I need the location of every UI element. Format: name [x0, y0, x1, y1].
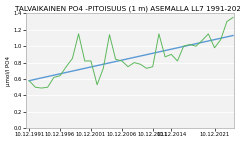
Y-axis label: µmol/l PO4: µmol/l PO4	[6, 56, 11, 86]
Title: TALVAIKAINEN PO4 -PITOISUUS (1 m) ASEMALLA LL7 1991-2024: TALVAIKAINEN PO4 -PITOISUUS (1 m) ASEMAL…	[15, 6, 240, 12]
